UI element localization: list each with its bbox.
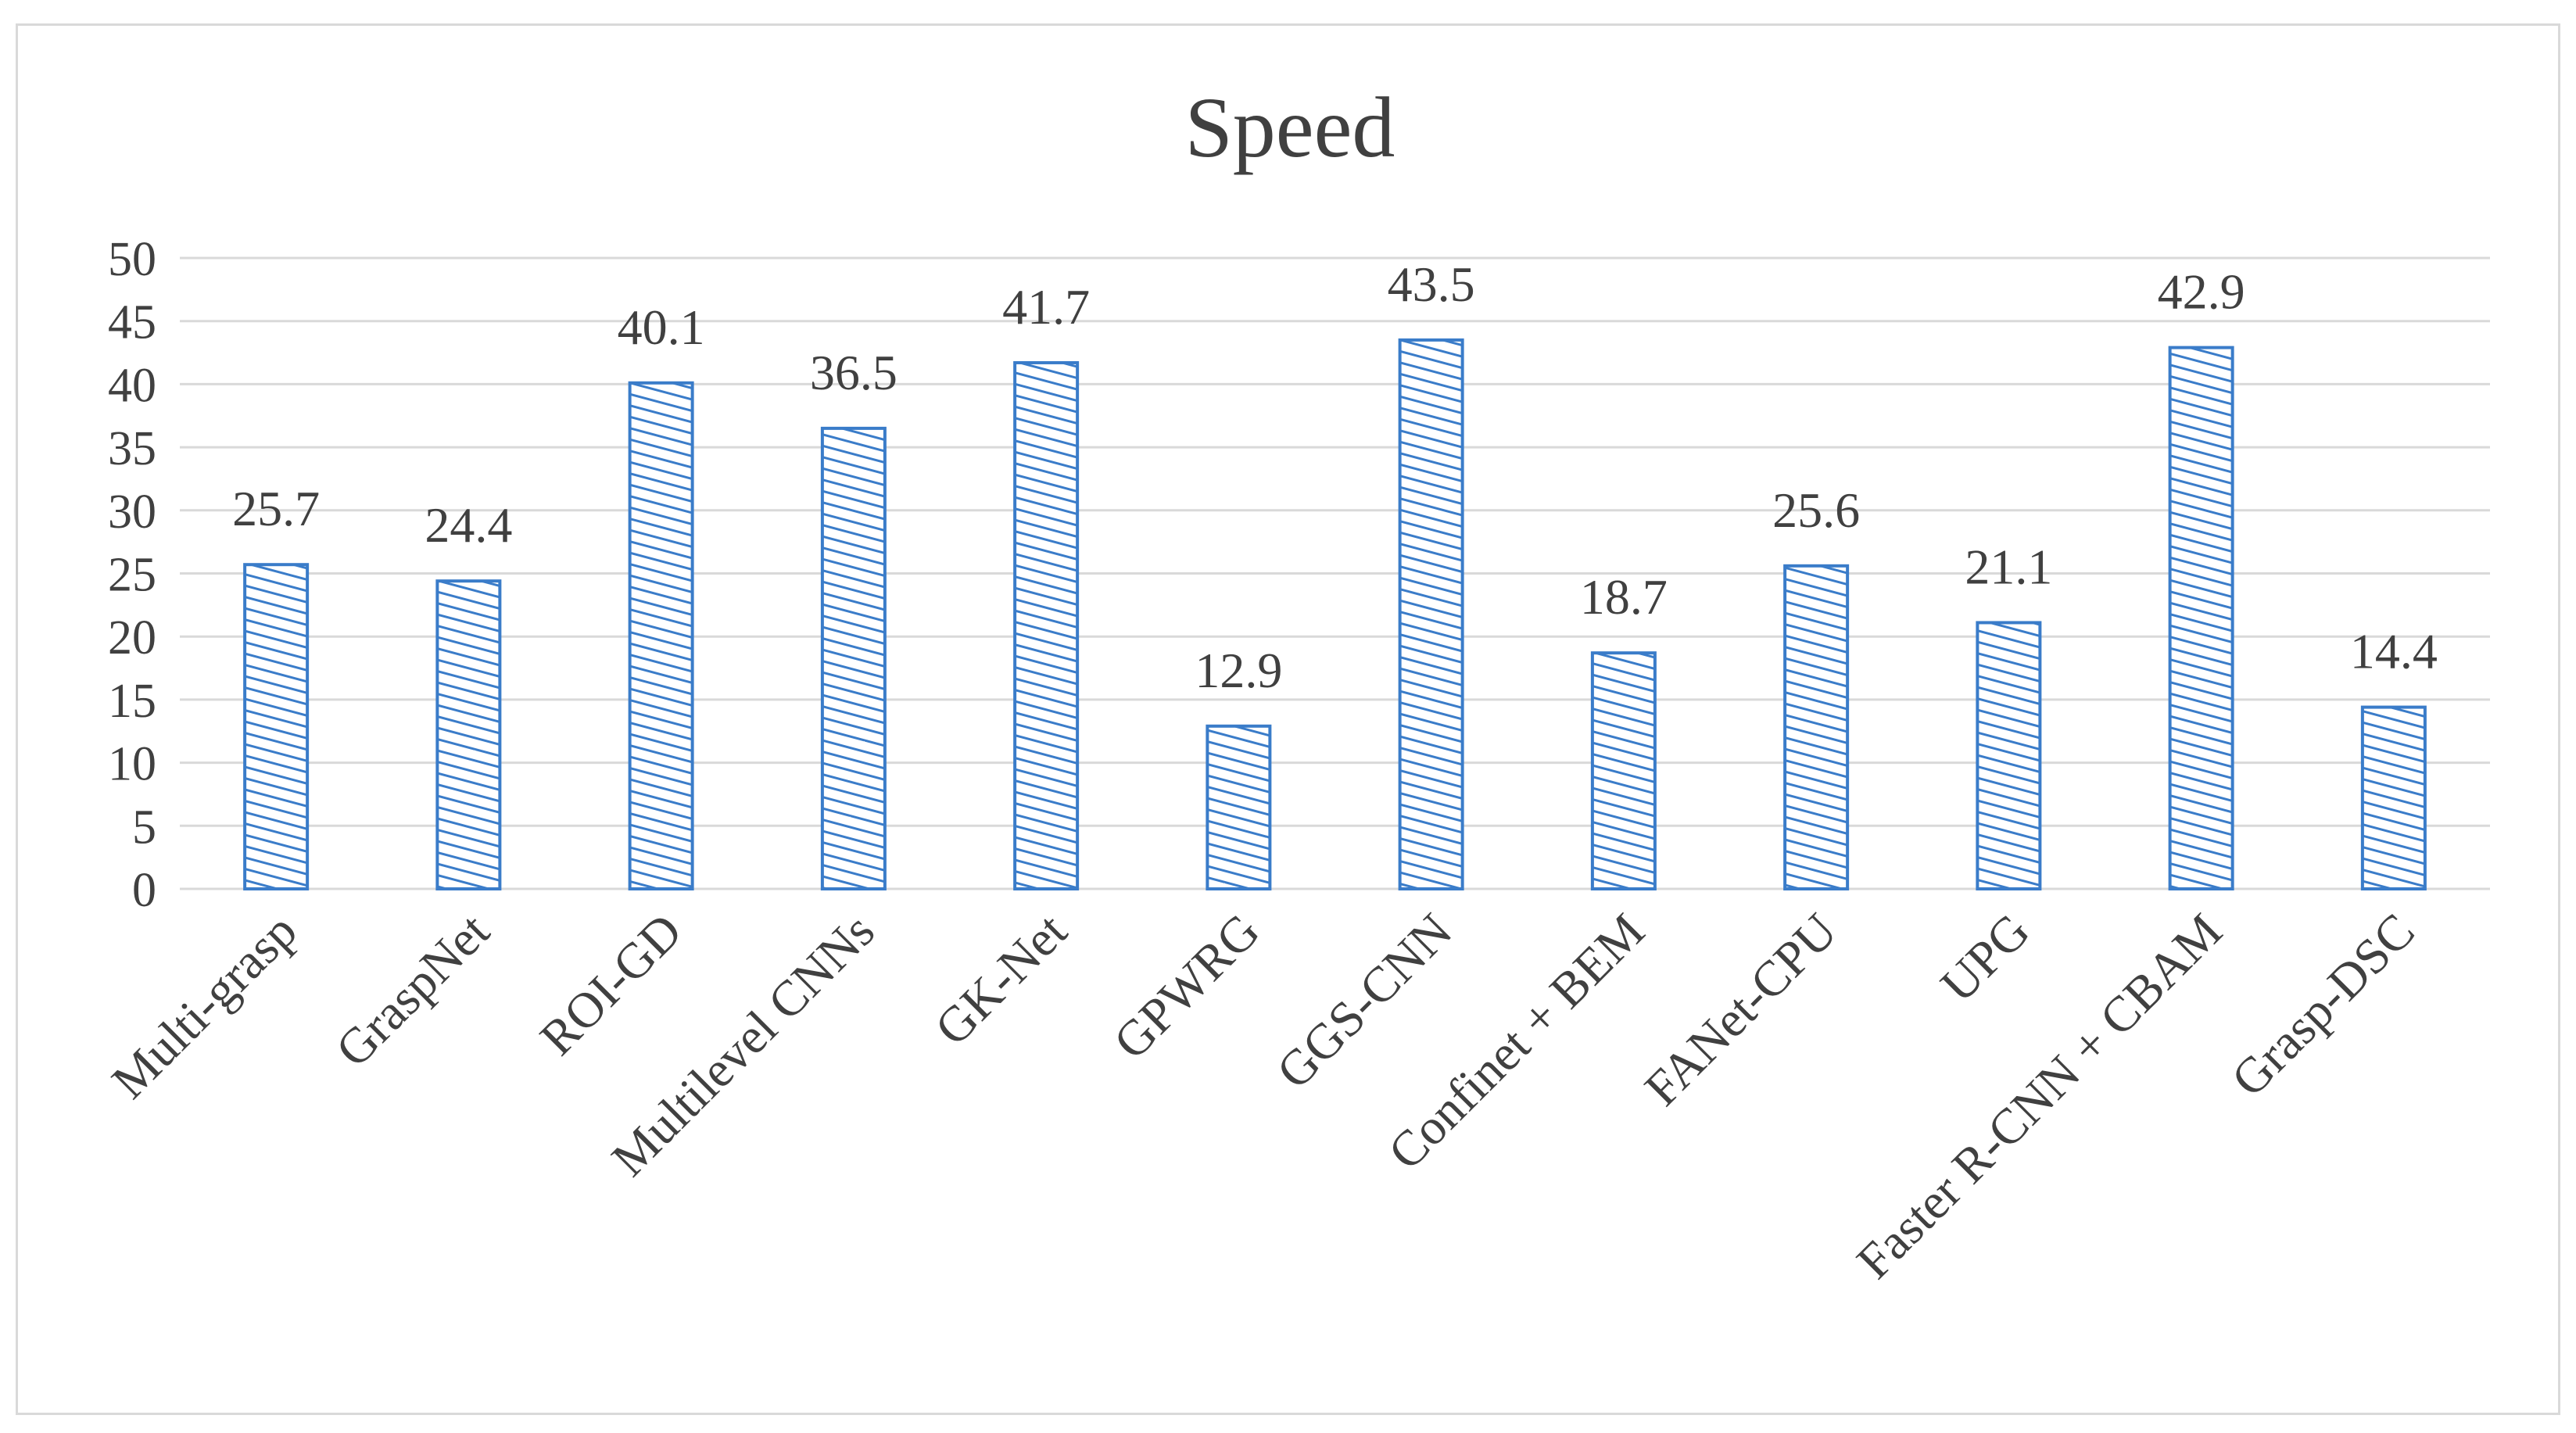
x-tick-label: GraspNet (325, 903, 500, 1078)
y-tick-label: 30 (108, 485, 156, 539)
x-tick-label: Grasp-DSC (2220, 903, 2424, 1107)
chart-title: Speed (1185, 80, 1395, 175)
bar (2360, 705, 2427, 890)
bar (628, 381, 694, 890)
y-tick-label: 40 (108, 359, 156, 412)
bar (435, 579, 502, 891)
data-label: 21.1 (1965, 539, 2052, 594)
bar (1013, 360, 1080, 891)
bar (2168, 346, 2234, 890)
y-tick-label: 20 (108, 611, 156, 665)
bar (1590, 651, 1657, 890)
bar (820, 426, 887, 890)
x-tick-label: GK-Net (924, 903, 1077, 1056)
data-label: 25.6 (1772, 482, 1860, 538)
bar (1783, 564, 1850, 890)
bar (1976, 621, 2042, 890)
data-label: 43.5 (1388, 256, 1475, 312)
data-label: 42.9 (2158, 264, 2245, 320)
x-tick-label: GGS-CNN (1266, 903, 1462, 1099)
x-tick-label: UPG (1930, 903, 2040, 1013)
data-label: 12.9 (1195, 643, 1282, 698)
bar (1398, 338, 1464, 891)
y-tick-label: 5 (132, 801, 156, 854)
y-tick-label: 25 (108, 549, 156, 602)
bar (1206, 724, 1272, 890)
y-tick-label: 45 (108, 296, 156, 349)
bars (243, 338, 2427, 891)
data-labels: 25.7 24.4 40.1 36.5 41.7 12.9 43.5 18.7 25.6 21.1… (232, 256, 2438, 698)
data-label: 36.5 (810, 345, 897, 400)
data-label: 24.4 (425, 497, 512, 553)
data-label: 25.7 (232, 481, 320, 536)
data-label: 14.4 (2350, 624, 2438, 679)
y-tick-label: 35 (108, 422, 156, 475)
data-label: 41.7 (1002, 279, 1090, 335)
x-tick-label: FANet-CPU (1634, 903, 1847, 1116)
x-tick-label: Faster R-CNN + CBAM (1846, 903, 2232, 1289)
y-tick-label: 10 (108, 738, 156, 791)
x-tick-label: ROI-GD (529, 903, 693, 1066)
y-tick-label: 0 (132, 864, 156, 917)
y-axis-ticks: 0 5 10 15 20 25 30 35 40 45 50 (108, 233, 156, 917)
bar (243, 563, 310, 891)
gridlines (180, 256, 2490, 890)
x-tick-label: GPWRG (1103, 903, 1270, 1070)
x-tick-label: Multi-grasp (101, 903, 307, 1109)
data-label: 18.7 (1580, 569, 1668, 625)
y-tick-label: 50 (108, 233, 156, 286)
data-label: 40.1 (618, 299, 705, 355)
y-tick-label: 15 (108, 675, 156, 728)
